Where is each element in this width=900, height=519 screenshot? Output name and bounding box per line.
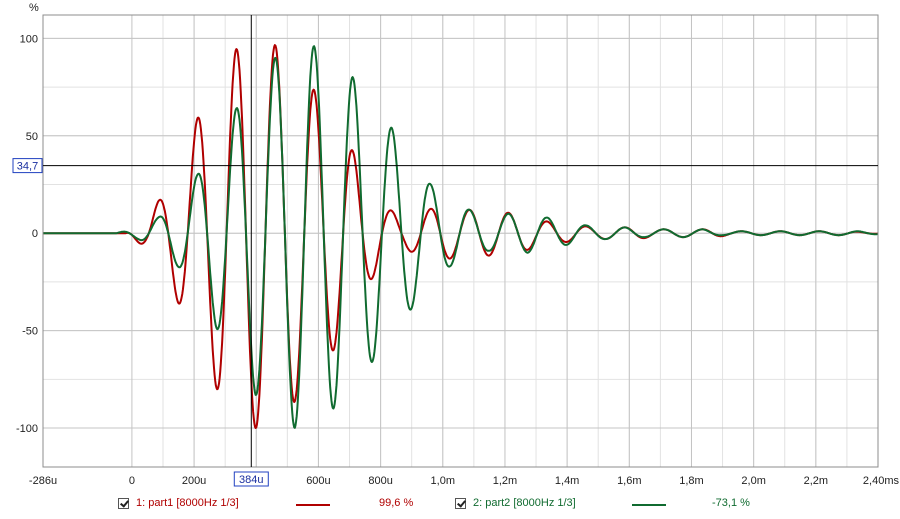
plot-frame — [42, 14, 879, 468]
x-tick-label: 1,2m — [493, 475, 517, 487]
cursor-x-value: 384u — [239, 474, 263, 486]
legend-swatch-part2 — [632, 504, 666, 506]
legend-item-part2[interactable]: 2: part2 [8000Hz 1/3] — [455, 497, 576, 509]
cursor-y-value: 34,7 — [17, 161, 38, 173]
x-tick-label: -286u — [29, 475, 57, 487]
legend: 1: part1 [8000Hz 1/3] 99,6 % 2: part2 [8… — [0, 493, 900, 517]
legend-checkbox-part1[interactable] — [118, 497, 129, 509]
x-tick-label: 1,0m — [431, 475, 455, 487]
y-axis-unit-label: % — [29, 2, 39, 14]
y-tick-label: -50 — [22, 326, 38, 338]
legend-label-part2: 2: part2 [8000Hz 1/3] — [473, 497, 576, 509]
x-tick-label: 1,6m — [617, 475, 641, 487]
x-tick-label: 1,4m — [555, 475, 579, 487]
axis-labels: 100500-50-100-286u0200u400u600u800u1,0m1… — [12, 33, 900, 487]
legend-value-part1: 99,6 % — [379, 497, 414, 509]
y-tick-label: 100 — [20, 33, 38, 45]
series-layer — [42, 44, 879, 429]
y-tick-label: 50 — [26, 131, 38, 143]
x-tick-label: 0 — [129, 475, 135, 487]
cursor-y-value-box — [12, 158, 43, 174]
x-tick-label: 800u — [368, 475, 392, 487]
series-line-2 — [42, 45, 879, 429]
x-tick-label: 1,8m — [679, 475, 703, 487]
x-tick-label: 2,40ms — [863, 475, 900, 487]
y-tick-label: -100 — [16, 423, 38, 435]
legend-label-part1: 1: part1 [8000Hz 1/3] — [136, 497, 239, 509]
y-tick-label: 0 — [32, 228, 38, 240]
waveform-chart[interactable]: 100500-50-100-286u0200u400u600u800u1,0m1… — [0, 0, 900, 490]
x-tick-label: 600u — [306, 475, 330, 487]
legend-checkbox-part2[interactable] — [455, 497, 466, 509]
x-tick-label: 2,0m — [741, 475, 765, 487]
cursor-x-value-box — [233, 471, 269, 487]
cursor-layer[interactable] — [43, 15, 878, 467]
legend-swatch-part1 — [296, 504, 330, 506]
legend-item-part1[interactable]: 1: part1 [8000Hz 1/3] — [118, 497, 239, 509]
x-tick-label: 200u — [182, 475, 206, 487]
legend-value-part2: -73,1 % — [712, 497, 750, 509]
x-tick-label: 2,2m — [804, 475, 828, 487]
